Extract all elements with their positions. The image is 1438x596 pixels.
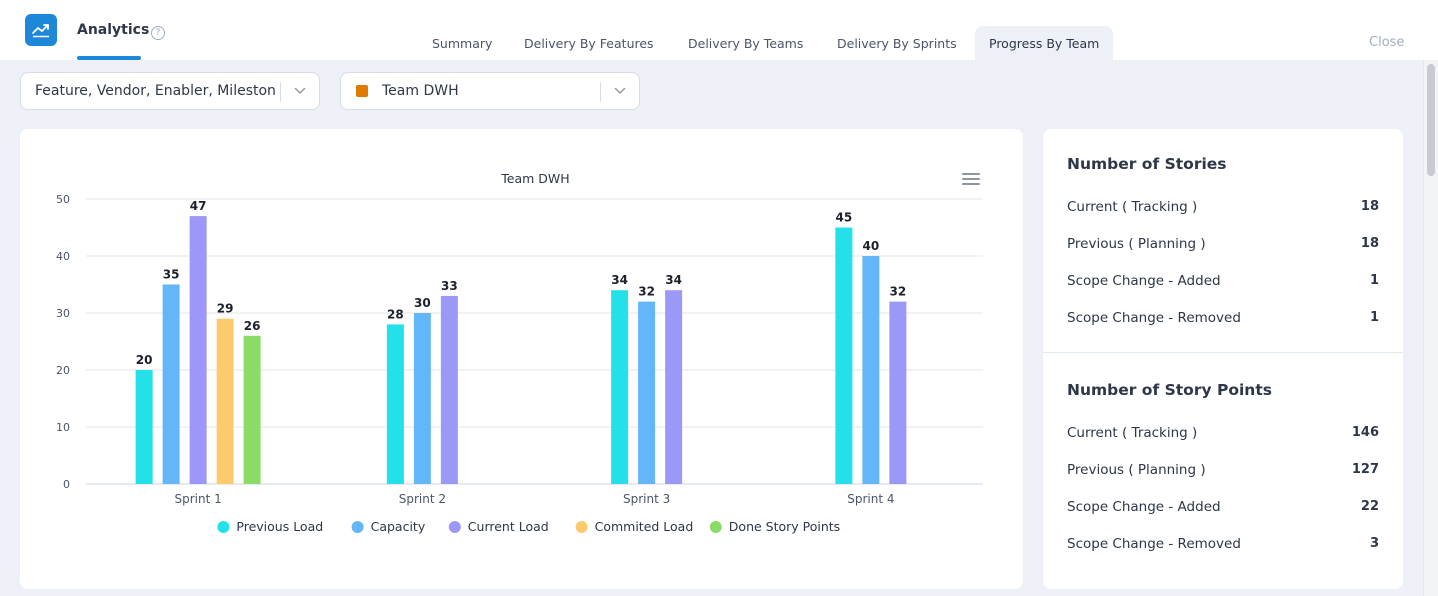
scrollbar-thumb[interactable] (1427, 64, 1435, 176)
x-tick-label: Sprint 4 (847, 492, 894, 506)
select-separator (280, 82, 281, 102)
tab-delivery-by-features[interactable]: Delivery By Features (524, 35, 654, 51)
points-added-label: Scope Change - Added (1067, 499, 1221, 515)
active-app-indicator (77, 56, 141, 60)
chevron-down-icon[interactable] (614, 87, 626, 95)
legend-label: Capacity (371, 519, 426, 534)
stories-added-label: Scope Change - Added (1067, 273, 1221, 289)
tab-summary[interactable]: Summary (432, 35, 493, 51)
stories-previous-value: 18 (1360, 236, 1379, 251)
points-current-label: Current ( Tracking ) (1067, 425, 1198, 441)
team-select-value: Team DWH (382, 83, 459, 99)
bar-chart: Team DWH 0 10 20 30 40 50 20 35 47 29 26 Sprint 1 28 3… (56, 171, 983, 534)
data-label: 26 (244, 319, 261, 333)
stories-removed-value: 1 (1369, 310, 1379, 325)
close-button[interactable]: Close (1369, 35, 1405, 50)
points-previous-value: 127 (1351, 462, 1379, 477)
points-removed-label: Scope Change - Removed (1067, 536, 1241, 552)
select-separator (600, 82, 601, 102)
y-tick-label: 20 (56, 364, 70, 377)
x-tick-label: Sprint 1 (174, 492, 221, 506)
bar (162, 284, 180, 484)
data-label: 45 (836, 211, 853, 225)
y-tick-label: 0 (63, 478, 70, 491)
legend-marker (448, 521, 461, 533)
top-bar: Analytics ? Summary Delivery By Features… (0, 0, 1438, 60)
team-select[interactable]: Team DWH (340, 72, 640, 110)
stories-title: Number of Stories (1067, 155, 1227, 173)
data-label: 20 (136, 353, 153, 367)
points-added-value: 22 (1360, 499, 1379, 514)
legend-marker (351, 521, 364, 533)
data-label: 35 (163, 268, 180, 282)
legend-marker (575, 521, 588, 533)
team-color-swatch (356, 85, 368, 97)
bar (243, 335, 261, 484)
y-tick-label: 10 (56, 421, 70, 434)
vertical-scrollbar[interactable] (1423, 60, 1438, 596)
y-tick-label: 30 (56, 307, 70, 320)
story-points-title: Number of Story Points (1067, 381, 1272, 399)
data-label: 30 (414, 296, 431, 310)
stats-card: Number of Stories Current ( Tracking ) 1… (1043, 129, 1403, 589)
stories-removed-label: Scope Change - Removed (1067, 310, 1241, 326)
chart-card: Team DWH 0 10 20 30 40 50 20 35 47 29 26 Sprint 1 28 3… (20, 129, 1023, 589)
hamburger-menu-icon[interactable] (962, 173, 980, 187)
legend-label: Commited Load (595, 519, 694, 534)
legend-label: Done Story Points (729, 519, 840, 534)
bar (611, 290, 629, 484)
stories-current-value: 18 (1360, 199, 1379, 214)
bar (413, 313, 431, 484)
data-label: 29 (217, 302, 234, 316)
data-label: 40 (863, 239, 880, 253)
y-tick-label: 50 (56, 193, 70, 206)
bar (135, 370, 153, 484)
tab-delivery-by-teams[interactable]: Delivery By Teams (688, 35, 804, 51)
y-tick-label: 40 (56, 250, 70, 263)
bar (386, 324, 404, 484)
bar (638, 301, 656, 484)
work-item-type-value: Feature, Vendor, Enabler, Mileston... (35, 83, 277, 99)
legend-label: Current Load (468, 519, 549, 534)
bar (889, 301, 907, 484)
help-circle-icon[interactable]: ? (151, 26, 165, 40)
stories-current-label: Current ( Tracking ) (1067, 199, 1198, 215)
tab-progress-by-team[interactable]: Progress By Team (975, 26, 1114, 60)
data-label: 33 (441, 279, 458, 293)
points-current-value: 146 (1351, 425, 1379, 440)
data-label: 28 (387, 307, 404, 321)
data-label: 32 (890, 285, 907, 299)
x-tick-label: Sprint 3 (623, 492, 670, 506)
stats-divider (1043, 352, 1403, 353)
bar (189, 216, 207, 484)
legend-marker (217, 521, 230, 533)
legend-marker (709, 521, 722, 533)
analytics-app-icon[interactable] (25, 14, 57, 46)
data-label: 32 (638, 285, 655, 299)
data-label: 47 (190, 199, 207, 213)
tab-delivery-by-sprints[interactable]: Delivery By Sprints (837, 35, 957, 51)
bar (835, 227, 853, 484)
stories-added-value: 1 (1369, 273, 1379, 288)
legend-label: Previous Load (236, 519, 323, 534)
app-title[interactable]: Analytics (77, 22, 150, 38)
trend-line-icon (32, 24, 49, 38)
x-tick-label: Sprint 2 (399, 492, 446, 506)
data-label: 34 (665, 273, 682, 287)
bar (862, 256, 880, 484)
stories-previous-label: Previous ( Planning ) (1067, 236, 1206, 252)
bar (216, 318, 234, 484)
data-label: 34 (611, 273, 628, 287)
work-item-type-select[interactable]: Feature, Vendor, Enabler, Mileston... (20, 72, 320, 110)
chart-title: Team DWH (500, 171, 569, 186)
points-previous-label: Previous ( Planning ) (1067, 462, 1206, 478)
bar (665, 290, 683, 484)
bar (440, 295, 458, 484)
points-removed-value: 3 (1369, 536, 1379, 551)
chevron-down-icon[interactable] (294, 87, 306, 95)
